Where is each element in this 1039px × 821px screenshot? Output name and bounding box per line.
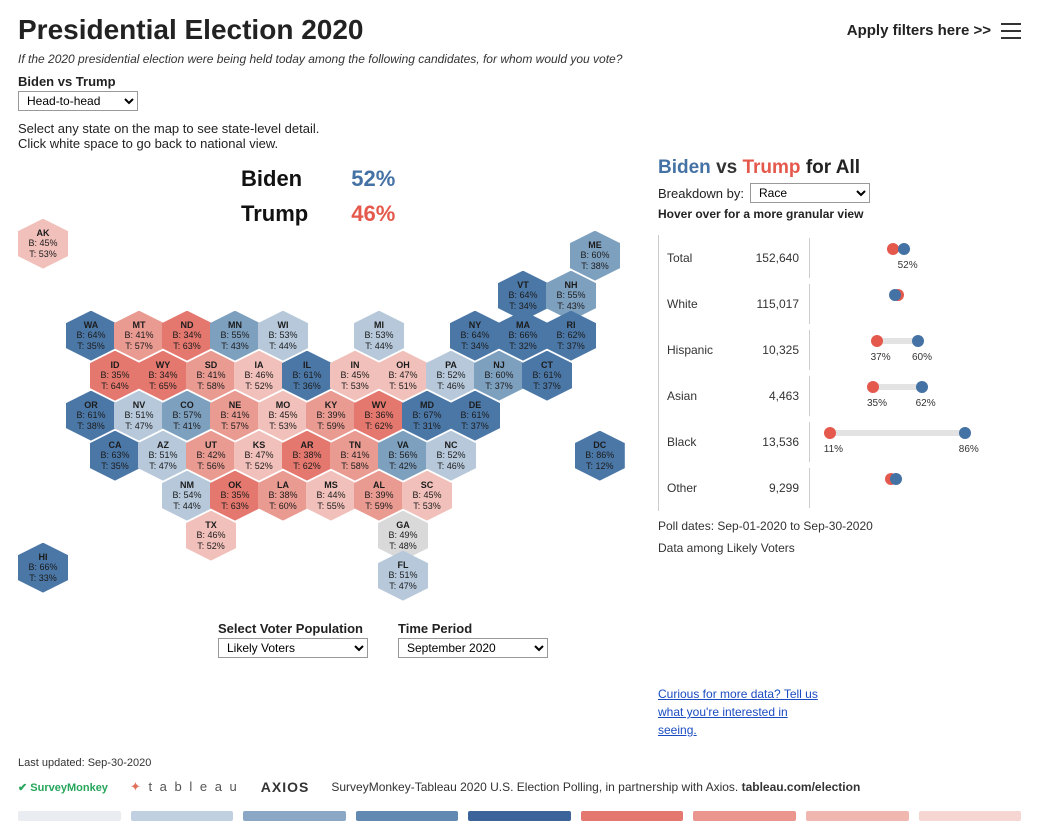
hex-state-co[interactable]: COB: 57%T: 41%	[162, 391, 212, 441]
hex-state-ne[interactable]: NEB: 41%T: 57%	[210, 391, 260, 441]
hex-state-mo[interactable]: MOB: 45%T: 53%	[258, 391, 308, 441]
voter-pop-label: Select Voter Population	[218, 621, 368, 636]
hex-state-hi[interactable]: HIB: 66%T: 33%	[18, 543, 68, 593]
color-legend	[18, 811, 1021, 821]
hex-state-ar[interactable]: ARB: 38%T: 62%	[282, 431, 332, 481]
hex-state-ia[interactable]: IAB: 46%T: 52%	[234, 351, 284, 401]
hex-state-in[interactable]: INB: 45%T: 53%	[330, 351, 380, 401]
breakdown-select[interactable]: Race	[750, 183, 870, 203]
hex-state-il[interactable]: ILB: 61%T: 36%	[282, 351, 332, 401]
demog-row[interactable]: Asian4,46335%62%	[659, 373, 1021, 419]
hex-state-id[interactable]: IDB: 35%T: 64%	[90, 351, 140, 401]
map-instructions-2: Click white space to go back to national…	[18, 136, 1021, 151]
hex-state-ok[interactable]: OKB: 35%T: 63%	[210, 471, 260, 521]
question-subtitle: If the 2020 presidential election were b…	[18, 52, 1021, 66]
poll-dates: Poll dates: Sep-01-2020 to Sep-30-2020	[658, 519, 1021, 533]
hex-state-ms[interactable]: MSB: 44%T: 55%	[306, 471, 356, 521]
hex-state-ma[interactable]: MAB: 66%T: 32%	[498, 311, 548, 361]
last-updated: Last updated: Sep-30-2020	[18, 757, 1021, 769]
tableau-logo: t a b l e a u	[130, 779, 239, 795]
hex-state-ak[interactable]: AKB: 45%T: 53%	[18, 219, 68, 269]
hamburger-icon[interactable]	[1001, 23, 1021, 39]
hex-state-pa[interactable]: PAB: 52%T: 46%	[426, 351, 476, 401]
panel-title: Biden vs Trump for All	[658, 157, 1021, 179]
hex-state-tn[interactable]: TNB: 41%T: 58%	[330, 431, 380, 481]
demog-row[interactable]: Total152,64052%	[659, 235, 1021, 281]
page-title: Presidential Election 2020	[18, 14, 364, 46]
hex-state-sd[interactable]: SDB: 41%T: 58%	[186, 351, 236, 401]
hex-state-nj[interactable]: NJB: 60%T: 37%	[474, 351, 524, 401]
demog-row[interactable]: Hispanic10,32537%60%	[659, 327, 1021, 373]
hover-hint: Hover over for a more granular view	[658, 207, 1021, 221]
hex-state-oh[interactable]: OHB: 47%T: 51%	[378, 351, 428, 401]
map-instructions-1: Select any state on the map to see state…	[18, 121, 1021, 136]
hex-state-tx[interactable]: TXB: 46%T: 52%	[186, 511, 236, 561]
hex-state-ri[interactable]: RIB: 62%T: 37%	[546, 311, 596, 361]
hex-state-nd[interactable]: NDB: 34%T: 63%	[162, 311, 212, 361]
time-period-label: Time Period	[398, 621, 548, 636]
hex-state-ks[interactable]: KSB: 47%T: 52%	[234, 431, 284, 481]
breakdown-label: Breakdown by:	[658, 186, 744, 201]
hex-state-wa[interactable]: WAB: 64%T: 35%	[66, 311, 116, 361]
hex-state-nv[interactable]: NVB: 51%T: 47%	[114, 391, 164, 441]
axios-logo: AXIOS	[261, 779, 310, 795]
hex-state-md[interactable]: MDB: 67%T: 31%	[402, 391, 452, 441]
hex-state-mt[interactable]: MTB: 41%T: 57%	[114, 311, 164, 361]
apply-filters-link[interactable]: Apply filters here >>	[847, 22, 991, 39]
hex-state-ny[interactable]: NYB: 64%T: 34%	[450, 311, 500, 361]
demog-row[interactable]: Black13,53611%86%	[659, 419, 1021, 465]
hex-state-va[interactable]: VAB: 56%T: 42%	[378, 431, 428, 481]
hex-state-nm[interactable]: NMB: 54%T: 44%	[162, 471, 212, 521]
hex-state-wy[interactable]: WYB: 34%T: 65%	[138, 351, 188, 401]
demographic-breakdown: Total152,64052%White115,017Hispanic10,32…	[658, 235, 1021, 511]
hex-state-or[interactable]: ORB: 61%T: 38%	[66, 391, 116, 441]
matchup-label: Biden vs Trump	[18, 74, 1021, 89]
demog-row[interactable]: Other9,299	[659, 465, 1021, 511]
curious-link[interactable]: Curious for more data? Tell us what you'…	[658, 685, 818, 739]
hex-state-ut[interactable]: UTB: 42%T: 56%	[186, 431, 236, 481]
hex-state-ky[interactable]: KYB: 39%T: 59%	[306, 391, 356, 441]
hex-state-az[interactable]: AZB: 51%T: 47%	[138, 431, 188, 481]
hex-state-mn[interactable]: MNB: 55%T: 43%	[210, 311, 260, 361]
voter-pop-select[interactable]: Likely Voters	[218, 638, 368, 658]
hex-state-ca[interactable]: CAB: 63%T: 35%	[90, 431, 140, 481]
hex-state-de[interactable]: DEB: 61%T: 37%	[450, 391, 500, 441]
hex-state-sc[interactable]: SCB: 45%T: 53%	[402, 471, 452, 521]
hex-state-al[interactable]: ALB: 39%T: 59%	[354, 471, 404, 521]
demog-row[interactable]: White115,017	[659, 281, 1021, 327]
hex-state-wv[interactable]: WVB: 36%T: 62%	[354, 391, 404, 441]
hex-state-wi[interactable]: WIB: 53%T: 44%	[258, 311, 308, 361]
hex-state-ct[interactable]: CTB: 61%T: 37%	[522, 351, 572, 401]
hex-state-me[interactable]: MEB: 60%T: 38%	[570, 231, 620, 281]
matchup-select[interactable]: Head-to-head	[18, 91, 138, 111]
hex-state-mi[interactable]: MIB: 53%T: 44%	[354, 311, 404, 361]
data-among: Data among Likely Voters	[658, 541, 1021, 555]
hex-map[interactable]: AKB: 45%T: 53% HIB: 66%T: 33% MEB: 60%T: 3…	[18, 211, 638, 611]
hex-state-la[interactable]: LAB: 38%T: 60%	[258, 471, 308, 521]
hex-state-dc[interactable]: DCB: 86%T: 12%	[575, 431, 625, 481]
footer-caption: SurveyMonkey-Tableau 2020 U.S. Election …	[331, 780, 860, 794]
hex-state-fl[interactable]: FLB: 51%T: 47%	[378, 551, 428, 601]
surveymonkey-logo: ✔ SurveyMonkey	[18, 781, 108, 794]
hex-state-nc[interactable]: NCB: 52%T: 46%	[426, 431, 476, 481]
time-period-select[interactable]: September 2020	[398, 638, 548, 658]
